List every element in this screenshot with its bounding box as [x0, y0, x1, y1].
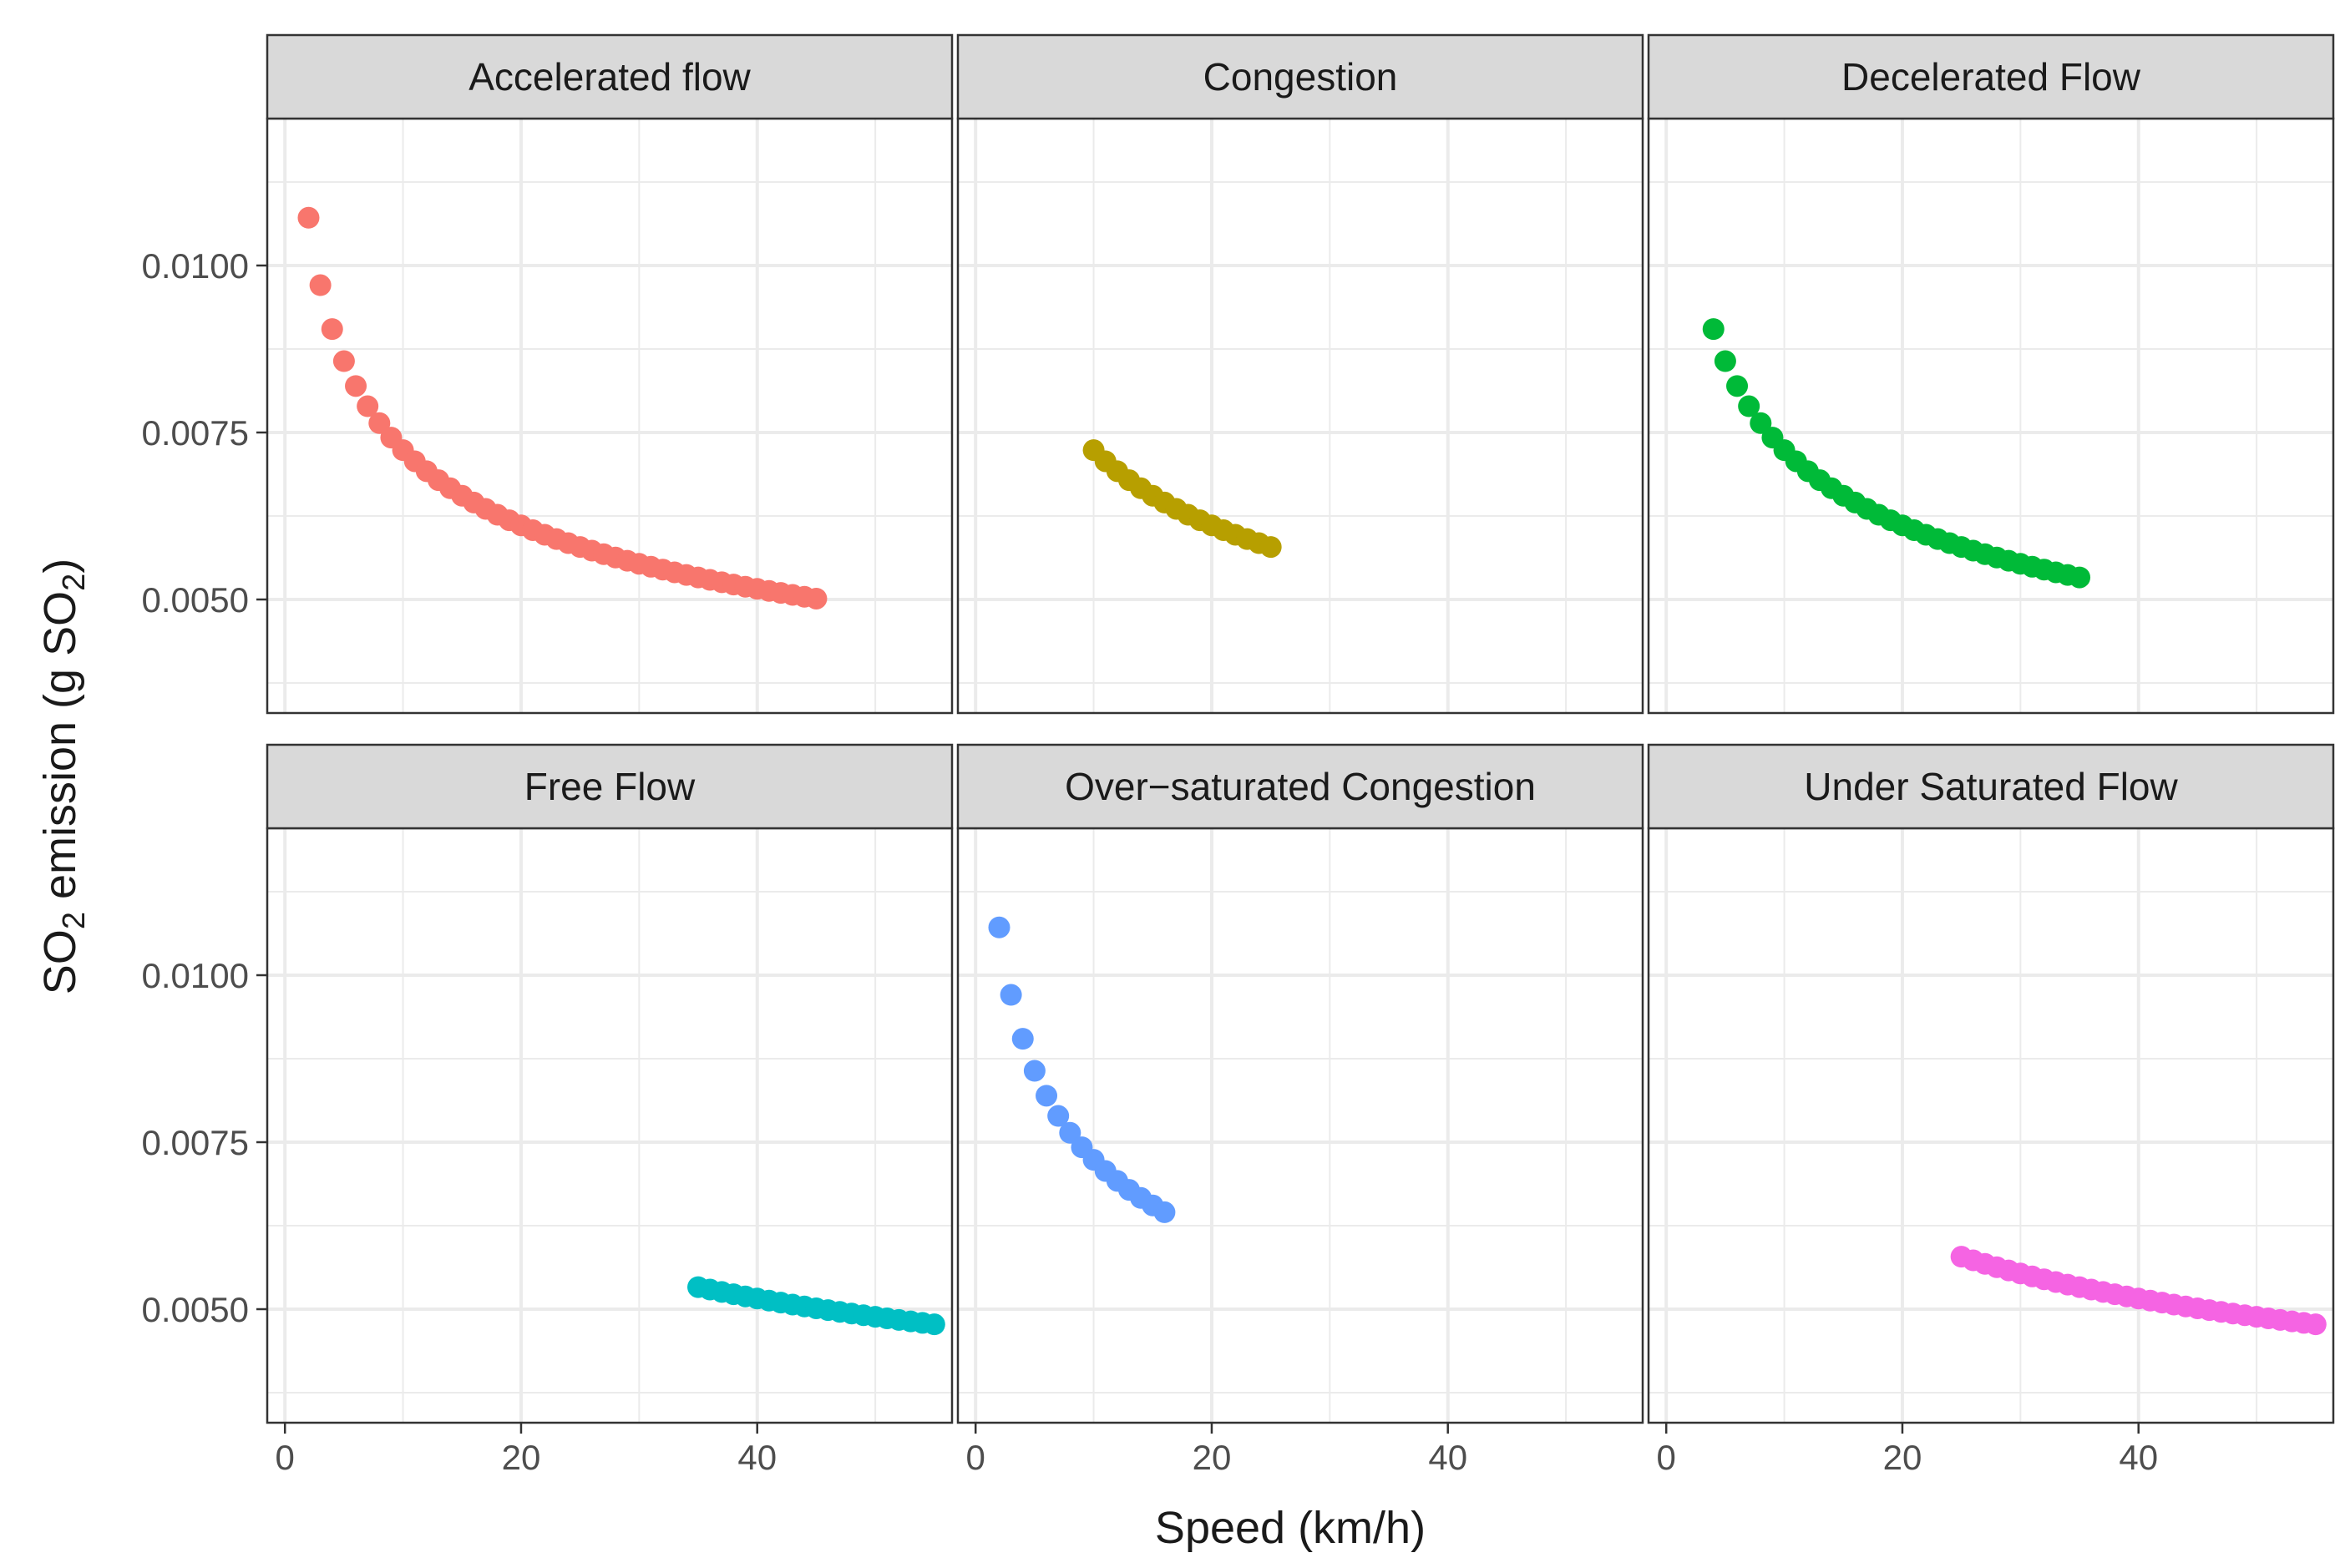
data-point	[1036, 1085, 1058, 1107]
series-points	[1950, 1246, 2327, 1336]
y-axis-title-prefix: SO	[35, 929, 85, 994]
panels-layer: Accelerated flow 0.0050 0.0075 0.0100 Conges…	[142, 33, 2335, 1477]
x-tick-label: 0	[966, 1438, 985, 1477]
series-points	[286, 74, 828, 609]
y-axis-title: SO2 emission (g SO2)	[35, 559, 92, 994]
data-point	[1011, 1028, 1034, 1050]
data-point	[1023, 1060, 1046, 1082]
y-tick-label: 0.0100	[142, 246, 249, 286]
data-point	[368, 412, 391, 434]
x-tick-label: 20	[502, 1438, 541, 1477]
x-tick-label: 40	[1428, 1438, 1467, 1477]
x-tick-label: 20	[1193, 1438, 1232, 1477]
panel-background	[1649, 828, 2333, 1423]
facet-strip	[266, 33, 954, 120]
data-point	[1726, 375, 1749, 397]
data-point	[2069, 566, 2091, 589]
y-axis-title-sub2: 2	[57, 574, 92, 591]
y-axis-title-sub1: 2	[57, 912, 92, 929]
data-point	[309, 274, 332, 296]
data-point	[1702, 318, 1725, 341]
panel-3: Decelerated Flow	[1647, 33, 2335, 715]
x-tick-label: 0	[1657, 1438, 1676, 1477]
series-points	[976, 784, 1176, 1223]
x-tick-label: 0	[276, 1438, 295, 1477]
facet-title: Under Saturated Flow	[1804, 765, 2178, 808]
data-point	[1750, 412, 1772, 434]
x-tick-label: 40	[2119, 1438, 2158, 1477]
y-tick-label: 0.0075	[142, 413, 249, 453]
y-tick-label: 0.0050	[142, 1290, 249, 1329]
data-point	[805, 587, 828, 609]
data-point	[332, 350, 355, 372]
data-point	[988, 916, 1010, 938]
y-axis-title-mid: emission (g SO	[35, 591, 85, 912]
y-axis-title-suffix: )	[35, 559, 85, 574]
panel-6: Under Saturated Flow 0 20 40	[1647, 743, 2335, 1477]
y-tick-label: 0.0075	[142, 1123, 249, 1162]
facet-strip	[1647, 743, 2335, 830]
series-points	[687, 1276, 945, 1336]
facet-title: Accelerated flow	[469, 55, 751, 99]
panel-4: Free Flow 0.0050 0.0075 0.0100 0 20 40	[142, 743, 954, 1477]
panel-5: Over−saturated Congestion 0 20 40	[956, 743, 1644, 1477]
x-tick-label: 40	[737, 1438, 777, 1477]
panel-1: Accelerated flow 0.0050 0.0075 0.0100	[142, 33, 954, 715]
data-point	[1153, 1201, 1176, 1223]
facet-strip	[956, 743, 1644, 830]
facet-strip	[956, 33, 1644, 120]
x-axis-title: Speed (km/h)	[1155, 1503, 1426, 1553]
data-point	[1714, 350, 1736, 372]
panel-background	[958, 119, 1643, 713]
facet-strip	[1647, 33, 2335, 120]
data-point	[1000, 984, 1022, 1006]
data-point	[357, 395, 379, 417]
x-tick-label: 20	[1883, 1438, 1922, 1477]
panel-2: Congestion	[956, 33, 1644, 715]
data-point	[321, 318, 343, 341]
data-point	[923, 1313, 945, 1336]
panel-background	[267, 828, 952, 1423]
y-tick-label: 0.0050	[142, 580, 249, 620]
data-point	[345, 375, 367, 397]
facet-title: Free Flow	[524, 765, 696, 808]
data-point	[1259, 536, 1282, 559]
data-point	[1059, 1121, 1081, 1144]
facet-title: Decelerated Flow	[1841, 55, 2141, 99]
facet-title: Congestion	[1203, 55, 1398, 99]
data-point	[1047, 1105, 1070, 1127]
data-point	[2304, 1313, 2327, 1336]
series-points	[1082, 439, 1282, 559]
data-point	[1738, 395, 1760, 417]
y-tick-label: 0.0100	[142, 956, 249, 995]
data-point	[297, 206, 320, 229]
facet-title: Over−saturated Congestion	[1065, 765, 1536, 808]
facet-strip	[266, 743, 954, 830]
